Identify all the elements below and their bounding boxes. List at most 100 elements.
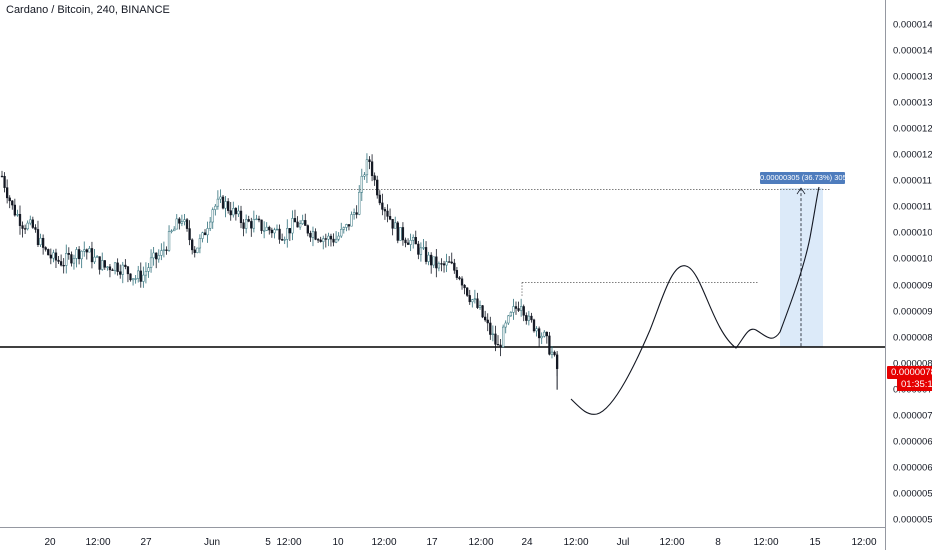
candle-body[interactable]	[537, 328, 541, 339]
candle-body[interactable]	[455, 270, 459, 278]
candle-body[interactable]	[532, 319, 536, 332]
candle-body[interactable]	[473, 298, 477, 300]
candle-body[interactable]	[278, 228, 281, 240]
candle-body[interactable]	[365, 159, 369, 176]
candle-body[interactable]	[388, 216, 392, 220]
candle-body[interactable]	[355, 212, 358, 215]
candle-body[interactable]	[157, 255, 160, 260]
candle-body[interactable]	[314, 231, 317, 240]
candle-body[interactable]	[250, 221, 253, 229]
candle-body[interactable]	[59, 261, 63, 266]
candle-body[interactable]	[471, 299, 474, 303]
candle-body[interactable]	[414, 237, 417, 245]
candle-body[interactable]	[206, 228, 209, 236]
candle-body[interactable]	[391, 219, 394, 229]
candle-body[interactable]	[337, 235, 340, 240]
candle-body[interactable]	[93, 256, 96, 263]
candle-body[interactable]	[262, 230, 266, 232]
candle-body[interactable]	[219, 196, 222, 200]
candle-body[interactable]	[499, 344, 502, 348]
candle-body[interactable]	[67, 253, 70, 255]
candle-body[interactable]	[155, 252, 158, 260]
candle-body[interactable]	[504, 322, 507, 328]
candle-body[interactable]	[242, 222, 245, 229]
candle-body[interactable]	[175, 218, 178, 230]
candle-body[interactable]	[553, 351, 556, 356]
candle-body[interactable]	[70, 254, 73, 264]
candle-body[interactable]	[88, 248, 91, 253]
candle-body[interactable]	[21, 225, 24, 229]
candle-body[interactable]	[113, 262, 117, 271]
candle-body[interactable]	[167, 231, 171, 251]
candle-body[interactable]	[458, 277, 461, 280]
candle-body[interactable]	[178, 218, 181, 224]
candle-body[interactable]	[399, 227, 402, 241]
candle-body[interactable]	[412, 237, 415, 241]
candle-body[interactable]	[180, 221, 184, 224]
candle-body[interactable]	[460, 278, 464, 286]
candle-body[interactable]	[39, 237, 42, 245]
candle-body[interactable]	[525, 315, 528, 321]
candle-body[interactable]	[116, 262, 119, 272]
candle-body[interactable]	[124, 264, 127, 267]
candle-body[interactable]	[334, 238, 338, 243]
projection-curve[interactable]	[570, 186, 820, 415]
candle-body[interactable]	[478, 305, 482, 308]
candle-body[interactable]	[80, 250, 83, 260]
candle-body[interactable]	[11, 200, 14, 206]
candle-body[interactable]	[496, 344, 500, 346]
candle-body[interactable]	[394, 222, 397, 229]
candle-body[interactable]	[419, 247, 423, 255]
candle-body[interactable]	[237, 210, 240, 215]
candle-body[interactable]	[491, 333, 495, 335]
candle-body[interactable]	[101, 260, 104, 270]
candle-body[interactable]	[437, 263, 441, 269]
candle-body[interactable]	[34, 227, 37, 230]
candle-body[interactable]	[252, 219, 256, 229]
candle-body[interactable]	[149, 257, 153, 268]
candle-body[interactable]	[360, 175, 363, 193]
candle-body[interactable]	[530, 315, 533, 321]
candle-body[interactable]	[268, 226, 271, 231]
candle-body[interactable]	[481, 305, 484, 318]
candle-body[interactable]	[106, 266, 109, 268]
candle-body[interactable]	[358, 192, 361, 215]
candle-body[interactable]	[535, 328, 538, 332]
candle-body[interactable]	[36, 229, 40, 245]
candle-body[interactable]	[85, 249, 88, 253]
candle-body[interactable]	[3, 175, 6, 188]
candle-body[interactable]	[409, 240, 412, 245]
candle-body[interactable]	[98, 256, 101, 270]
candle-body[interactable]	[201, 232, 204, 239]
candle-body[interactable]	[142, 274, 145, 282]
candle-body[interactable]	[165, 249, 168, 251]
candle-body[interactable]	[386, 210, 389, 217]
candle-body[interactable]	[214, 205, 217, 210]
candle-body[interactable]	[108, 266, 112, 271]
candle-body[interactable]	[494, 333, 497, 345]
candle-body[interactable]	[404, 239, 407, 244]
candle-body[interactable]	[286, 228, 289, 240]
measure-range-box[interactable]	[780, 188, 823, 347]
candle-body[interactable]	[424, 247, 428, 262]
candle-body[interactable]	[484, 316, 487, 321]
candle-body[interactable]	[83, 249, 86, 252]
candle-body[interactable]	[376, 179, 379, 196]
candle-body[interactable]	[422, 247, 425, 249]
candle-body[interactable]	[131, 278, 135, 281]
candle-body[interactable]	[111, 269, 114, 271]
candle-body[interactable]	[72, 258, 76, 264]
candle-body[interactable]	[288, 228, 291, 234]
candle-body[interactable]	[306, 225, 309, 234]
candle-body[interactable]	[340, 229, 343, 237]
candle-body[interactable]	[514, 306, 518, 309]
candle-body[interactable]	[144, 271, 148, 276]
candle-body[interactable]	[224, 201, 227, 209]
candle-body[interactable]	[507, 315, 510, 324]
candle-body[interactable]	[527, 315, 531, 321]
candle-body[interactable]	[543, 331, 546, 337]
candle-body[interactable]	[255, 218, 258, 221]
candle-body[interactable]	[8, 197, 11, 202]
candle-body[interactable]	[13, 204, 16, 216]
